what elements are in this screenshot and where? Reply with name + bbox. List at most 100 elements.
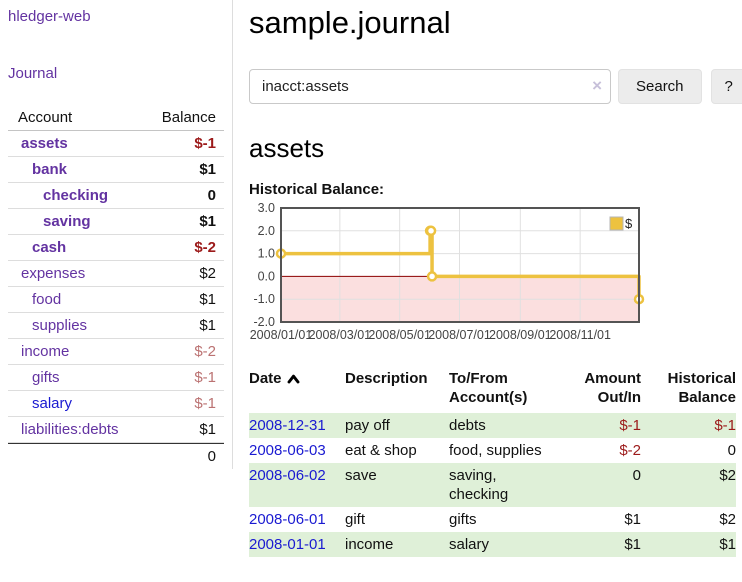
svg-text:2008/07/01: 2008/07/01 <box>428 328 491 342</box>
amount-cell: $-1 <box>579 413 641 439</box>
account-link[interactable]: supplies <box>32 317 88 334</box>
account-balance: $-2 <box>194 239 216 256</box>
balance-column-header: Balance <box>161 109 216 126</box>
search-input[interactable] <box>249 69 611 105</box>
date-cell: 2008-12-31 <box>249 413 345 439</box>
account-row-salary: salary $-1 <box>8 391 224 417</box>
balance-cell: $1 <box>641 532 736 558</box>
account-row-liabilities-debts: liabilities:debts $1 <box>8 417 224 443</box>
accounts-cell: debts <box>449 413 579 439</box>
register-row: 2008-12-31 pay off debts $-1 $-1 <box>249 413 736 439</box>
account-link[interactable]: expenses <box>21 265 86 282</box>
register-header-row: Date Description To/From Account(s) Amou… <box>249 367 736 413</box>
register-table: Date Description To/From Account(s) Amou… <box>249 367 736 558</box>
date-cell: 2008-06-01 <box>249 507 345 532</box>
account-link[interactable]: cash <box>32 239 67 256</box>
account-balance: $1 <box>199 421 216 438</box>
register-row: 2008-01-01 income salary $1 $1 <box>249 532 736 558</box>
balance-cell: 0 <box>727 442 736 460</box>
accounts-table-header: Account Balance <box>8 105 224 131</box>
date-link[interactable]: 2008-01-01 <box>249 536 326 554</box>
svg-text:2008/05/01: 2008/05/01 <box>368 328 431 342</box>
account-balance: $1 <box>199 213 216 230</box>
description-cell: eat & shop <box>345 442 417 460</box>
accounts-cell: food, supplies <box>449 442 542 460</box>
clear-search-icon[interactable]: × <box>592 76 602 96</box>
page: hledger-web Journal Account Balance asse… <box>0 0 742 558</box>
account-link[interactable]: checking <box>43 187 109 204</box>
search-form: × Search ? <box>249 69 742 105</box>
date-cell: 2008-06-03 <box>249 438 345 463</box>
account-row-expenses: expenses $2 <box>8 261 224 287</box>
account-balance: $1 <box>199 317 216 334</box>
balance-cell: $2 <box>641 463 736 508</box>
date-link[interactable]: 2008-06-02 <box>249 467 326 485</box>
account-link[interactable]: gifts <box>32 369 60 386</box>
account-row-cash: cash $-2 <box>8 235 224 261</box>
register-row: 2008-06-03 eat & shop food, supplies $-2 0 <box>249 438 736 463</box>
svg-text:$: $ <box>625 216 633 231</box>
account-balance: $1 <box>199 161 216 178</box>
svg-text:-2.0: -2.0 <box>253 315 275 329</box>
date-link[interactable]: 2008-12-31 <box>249 417 326 435</box>
amount-cell: $-2 <box>619 442 641 460</box>
svg-text:2008/09/01: 2008/09/01 <box>489 328 552 342</box>
description-cell: gift <box>345 511 366 529</box>
account-link[interactable]: salary <box>32 395 73 412</box>
historical-balance-chart: $3.0 2.0 1.0 0.0 -1.0 -2.02008/01/012008/03/0… <box>250 202 645 342</box>
amount-column-header[interactable]: Amount Out/In <box>584 370 641 407</box>
accounts-column-header[interactable]: To/From Account(s) <box>449 370 528 407</box>
account-row-assets: assets $-1 <box>8 131 224 157</box>
account-link[interactable]: liabilities:debts <box>21 421 119 438</box>
date-column-header[interactable]: Date <box>249 367 345 413</box>
svg-text:1.0: 1.0 <box>258 247 275 261</box>
amount-cell: 0 <box>579 463 641 508</box>
svg-text:2008/11/01: 2008/11/01 <box>549 328 611 342</box>
svg-text:3.0: 3.0 <box>258 202 275 215</box>
account-balance: $1 <box>199 291 216 308</box>
main-content: sample.journal × Search ? assets Histori… <box>233 0 742 558</box>
account-row-income: income $-2 <box>8 339 224 365</box>
balance-column-header-register[interactable]: Historical Balance <box>667 370 736 407</box>
amount-cell: $1 <box>579 532 641 558</box>
accounts-cell: saving, checking <box>449 463 579 508</box>
search-help-button[interactable]: ? <box>710 69 742 105</box>
chart-label: Historical Balance: <box>249 181 385 199</box>
search-button[interactable]: Search <box>618 69 702 105</box>
account-row-food: food $1 <box>8 287 224 313</box>
account-balance: 0 <box>207 187 216 204</box>
account-balance: $-1 <box>194 369 216 386</box>
date-link[interactable]: 2008-06-03 <box>249 442 326 460</box>
accounts-table: Account Balance assets $-1 bank $1 checking 0… <box>8 105 224 469</box>
account-link[interactable]: food <box>32 291 62 308</box>
account-link[interactable]: saving <box>43 213 91 230</box>
amount-cell: $1 <box>624 511 641 529</box>
svg-text:-1.0: -1.0 <box>253 292 275 306</box>
register-row: 2008-06-01 gift gifts $1 $2 <box>249 507 736 532</box>
account-link[interactable]: income <box>21 343 70 360</box>
date-cell: 2008-06-02 <box>249 463 345 508</box>
account-row-bank: bank $1 <box>8 157 224 183</box>
account-column-header: Account <box>18 109 73 126</box>
account-link[interactable]: bank <box>32 161 68 178</box>
date-link[interactable]: 2008-06-01 <box>249 511 326 529</box>
accounts-rows: assets $-1 bank $1 checking 0 saving $1 cash $-2 e… <box>8 131 224 443</box>
app-title-link[interactable]: hledger-web <box>8 8 91 25</box>
sort-ascending-icon <box>287 374 299 384</box>
account-balance: $-1 <box>194 135 216 152</box>
accounts-total-value: 0 <box>207 448 216 465</box>
account-balance: $-1 <box>194 395 216 412</box>
description-cell: pay off <box>345 413 449 439</box>
sidebar-item-journal[interactable]: Journal <box>8 65 58 82</box>
account-balance: $2 <box>199 265 216 282</box>
sidebar: hledger-web Journal Account Balance asse… <box>0 0 233 469</box>
description-cell: save <box>345 463 449 508</box>
description-column-header[interactable]: Description <box>345 370 428 388</box>
account-row-supplies: supplies $1 <box>8 313 224 339</box>
register-row: 2008-06-02 save saving, checking 0 $2 <box>249 463 736 508</box>
account-row-gifts: gifts $-1 <box>8 365 224 391</box>
balance-cell: $2 <box>719 511 736 529</box>
account-link[interactable]: assets <box>21 135 68 152</box>
svg-text:2008/03/01: 2008/03/01 <box>309 328 372 342</box>
page-title: sample.journal <box>249 5 451 40</box>
